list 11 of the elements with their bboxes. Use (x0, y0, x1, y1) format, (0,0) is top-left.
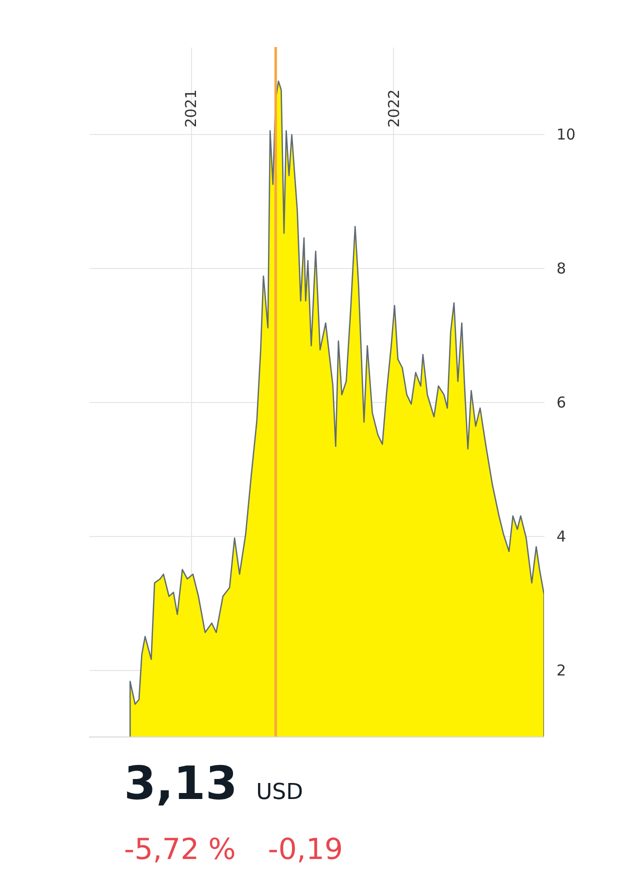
text: -0,19 (268, 832, 343, 866)
text: -5,72 % (124, 832, 236, 866)
x-tick-label: 2022 (384, 89, 403, 128)
y-tick-label: 8 (556, 260, 566, 278)
y-tick-label: 6 (556, 394, 566, 412)
y-tick-label: 2 (556, 662, 566, 680)
x-tick-label: 2021 (182, 89, 200, 128)
text: 3,13 (124, 756, 238, 810)
text: USD (256, 780, 304, 805)
y-tick-label: 4 (556, 528, 566, 546)
y-tick-label: 10 (556, 126, 576, 144)
